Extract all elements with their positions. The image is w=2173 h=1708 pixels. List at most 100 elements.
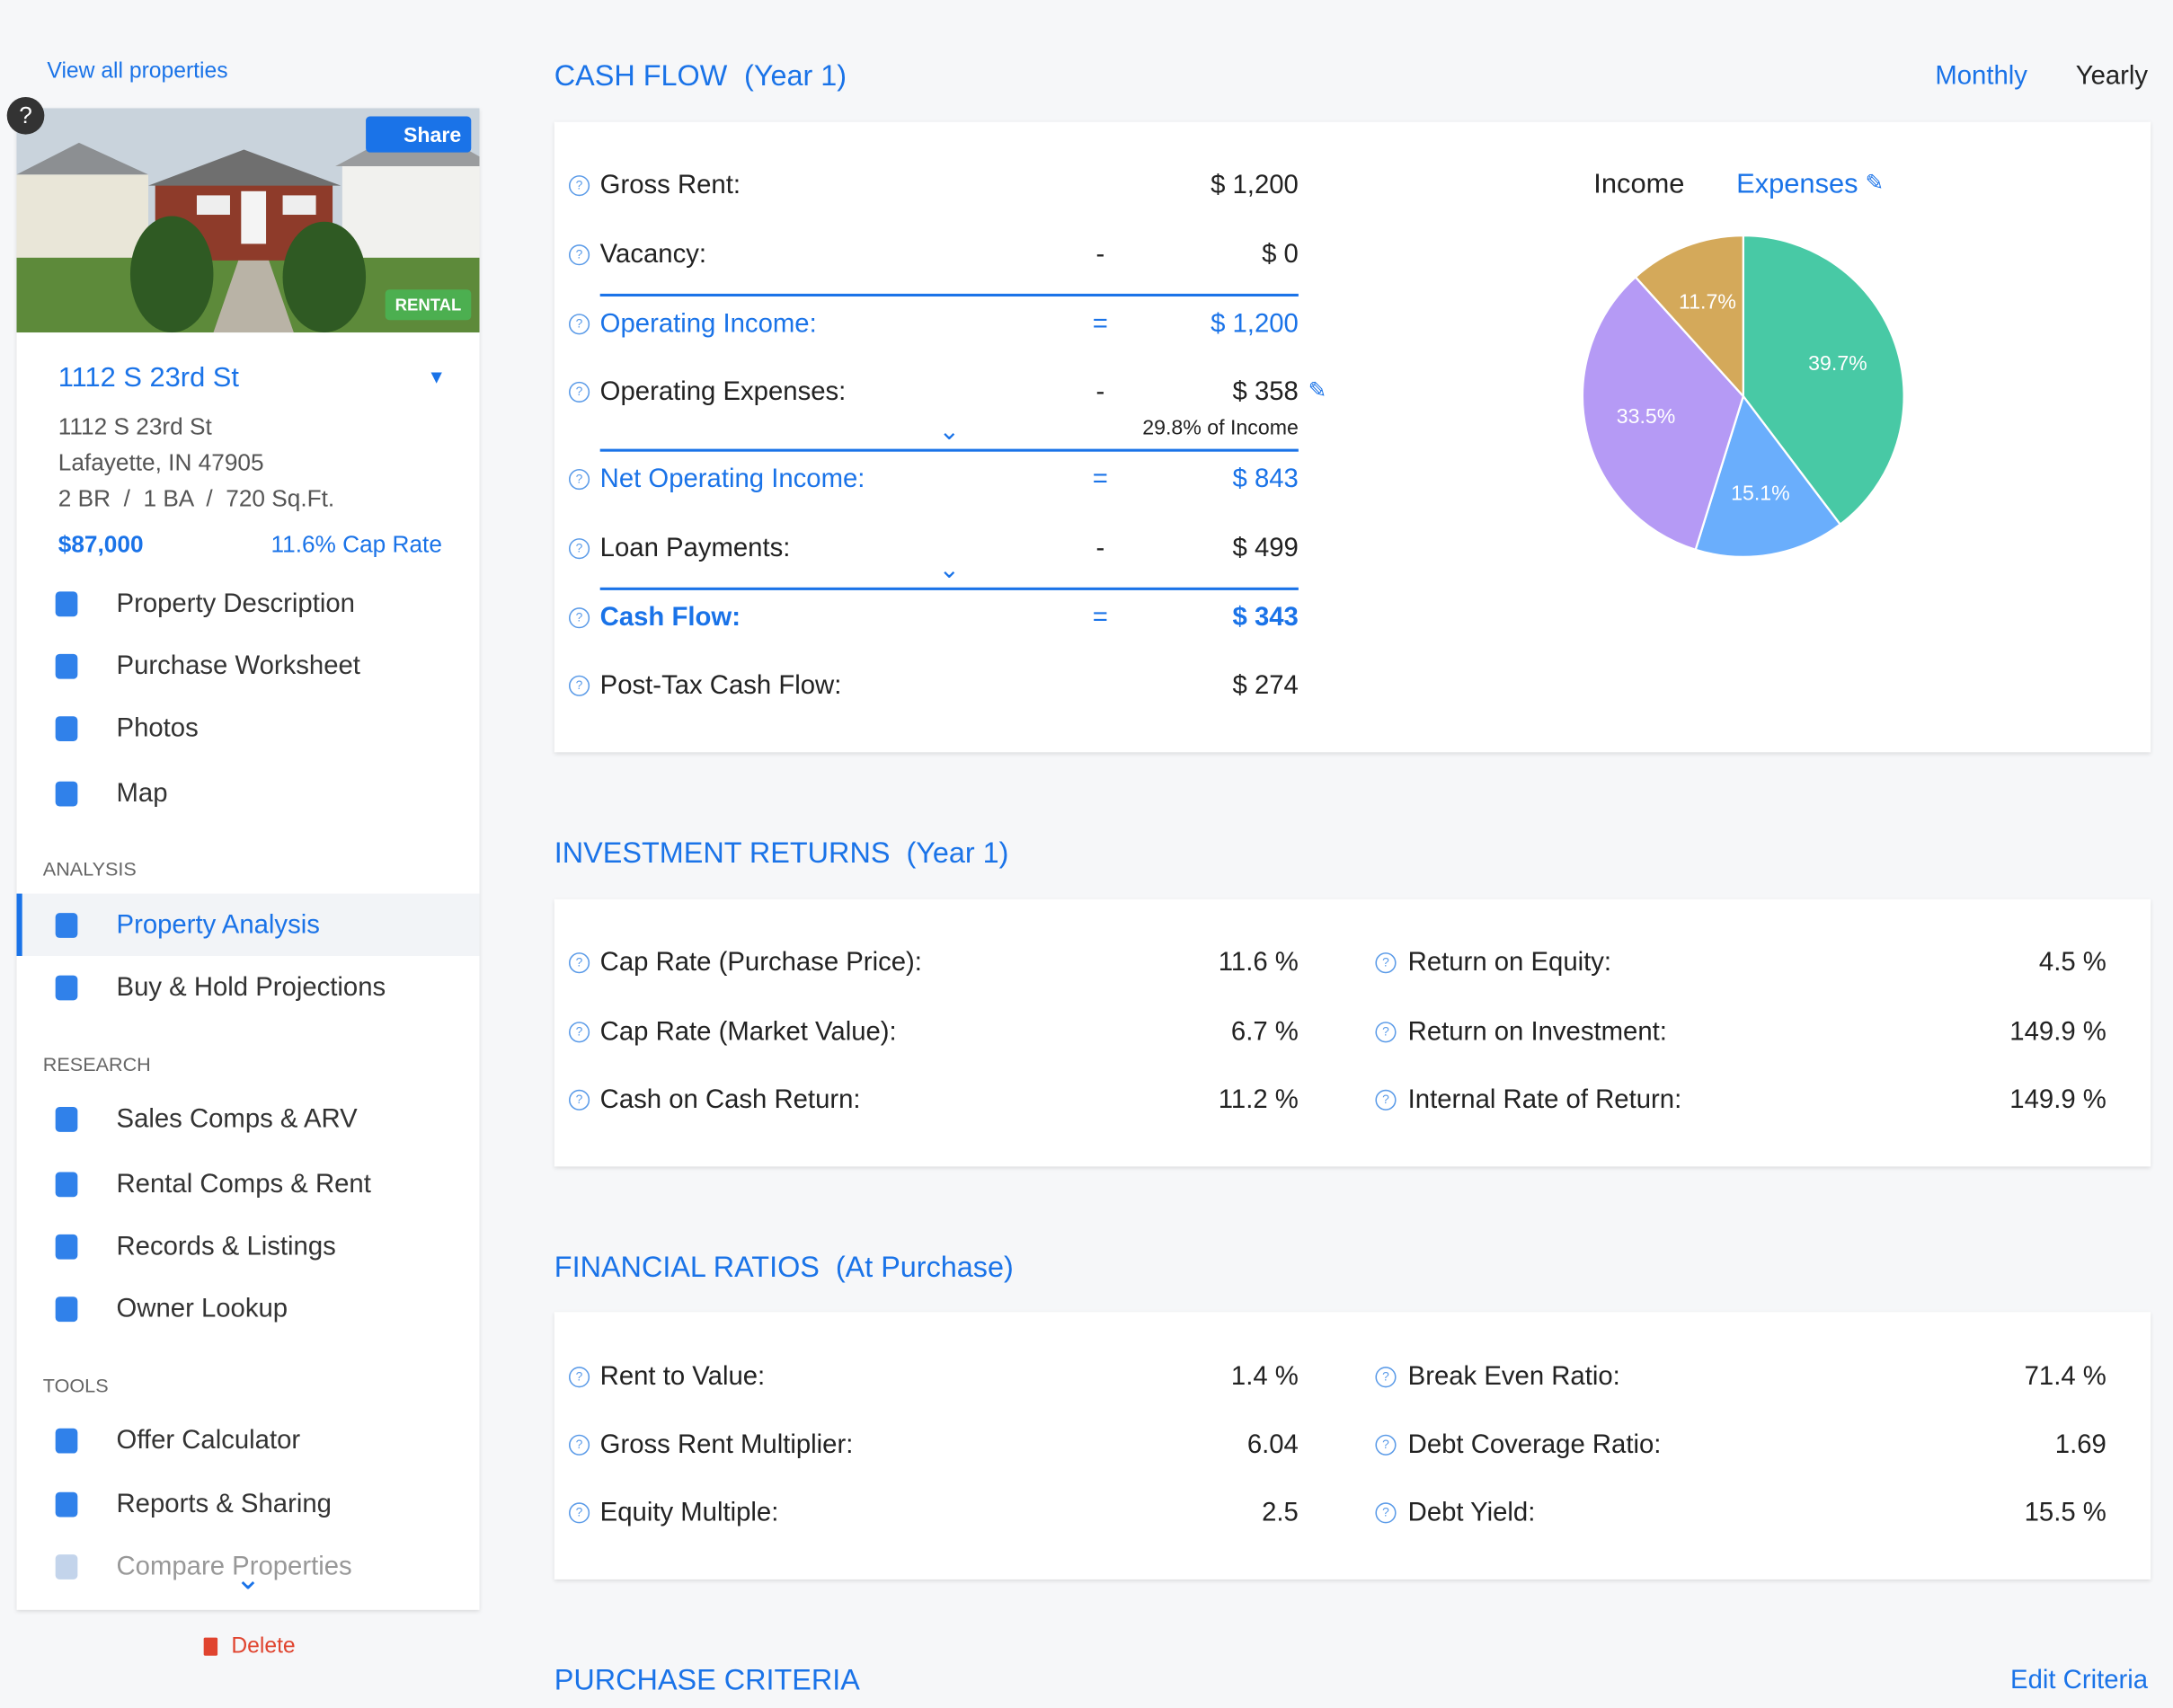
edit-icon: ✎ (1308, 379, 1327, 403)
pie-tab[interactable]: Income (1593, 169, 1685, 200)
row-operator: - (1095, 377, 1105, 407)
back-link[interactable]: View all properties (47, 59, 228, 84)
section-heading: RESEARCH (42, 1052, 151, 1075)
help-icon: ? (568, 1089, 590, 1111)
slice-label: 11.7% (1679, 290, 1736, 314)
price: $87,000 (58, 531, 144, 558)
section-title: INVESTMENT RETURNS (554, 837, 891, 870)
property-details: 2 BR / 1 BA / 720 Sq.Ft. (58, 485, 335, 512)
section-title: CASH FLOW (554, 60, 728, 93)
row-note: 29.8% of Income (1142, 416, 1299, 440)
metric-value: 149.9 % (2009, 1085, 2106, 1115)
section-heading: ANALYSIS (42, 857, 137, 881)
help-icon: ? (568, 1434, 590, 1456)
metric-value: 6.7 % (1230, 1017, 1299, 1047)
help-icon: ? (568, 314, 590, 335)
help-icon: ? (568, 175, 590, 197)
row-operator: = (1092, 603, 1108, 633)
metric-label: Internal Rate of Return: (1407, 1085, 1682, 1115)
divider (599, 293, 1299, 296)
help-icon: ? (568, 1022, 590, 1043)
section-title: PURCHASE CRITERIA (554, 1664, 860, 1697)
row-value: $ 499 (1232, 534, 1299, 563)
pie-chart: 39.7% 15.1% 33.5% 11.7% (1581, 234, 1905, 559)
metric-label: Gross Rent Multiplier: (599, 1430, 854, 1460)
divider (599, 448, 1299, 451)
help-icon: ? (568, 1367, 590, 1388)
pie-slice[interactable] (1634, 234, 1744, 400)
expand-chevron: ⌄ (938, 555, 960, 584)
row-value: $ 274 (1232, 671, 1299, 701)
help-icon: ? (568, 1502, 590, 1524)
nav-icon (55, 591, 78, 617)
nav-icon (55, 1234, 78, 1260)
row-label: Cash Flow: (599, 603, 741, 633)
delete-button[interactable]: Delete (231, 1634, 296, 1659)
row-label: Loan Payments: (599, 534, 791, 563)
section-heading: TOOLS (42, 1374, 109, 1397)
nav-item[interactable]: Photos (116, 713, 199, 744)
help-icon: ? (1375, 1502, 1397, 1524)
share-label[interactable]: Share (403, 124, 462, 148)
nav-item[interactable]: Owner Lookup (116, 1294, 288, 1324)
section-title: FINANCIAL RATIOS (554, 1252, 820, 1284)
pie-tab[interactable]: Expenses (1736, 169, 1858, 200)
slice-label: 39.7% (1808, 351, 1867, 375)
row-label: Operating Income: (599, 309, 817, 340)
nav-item[interactable]: Property Analysis (116, 910, 320, 941)
metric-label: Break Even Ratio: (1407, 1362, 1620, 1392)
help-icon: ? (568, 381, 590, 403)
help-icon: ? (1375, 1022, 1397, 1043)
active-nav-bar (16, 893, 22, 956)
help-icon: ? (568, 538, 590, 560)
help-icon: ? (568, 244, 590, 266)
nav-item[interactable]: Records & Listings (116, 1232, 336, 1261)
metric-value: 149.9 % (2009, 1017, 2106, 1047)
nav-item[interactable]: Purchase Worksheet (116, 651, 360, 681)
nav-item[interactable]: Offer Calculator (116, 1426, 301, 1456)
slice-label: 33.5% (1617, 404, 1676, 428)
metric-value: 71.4 % (2024, 1362, 2106, 1392)
trash-icon (203, 1637, 218, 1656)
help-button[interactable]: ? (6, 96, 45, 135)
nav-icon (55, 913, 78, 938)
metric-label: Return on Investment: (1407, 1017, 1667, 1047)
row-operator: - (1095, 534, 1105, 563)
section-period: (Year 1) (906, 837, 1009, 870)
badge-label: RENTAL (395, 295, 462, 315)
metric-value: 11.2 % (1218, 1085, 1299, 1115)
pie-slice[interactable] (1581, 275, 1745, 552)
address: Lafayette, IN 47905 (58, 449, 264, 476)
period-toggle[interactable]: Yearly (2075, 61, 2149, 92)
metric-label: Debt Coverage Ratio: (1407, 1430, 1662, 1460)
nav-item[interactable]: Rental Comps & Rent (116, 1170, 371, 1199)
pie-slice[interactable] (1742, 234, 1905, 527)
nav-item[interactable]: Buy & Hold Projections (116, 973, 386, 1003)
help-icon: ? (1375, 1434, 1397, 1456)
property-name[interactable]: 1112 S 23rd St (58, 363, 239, 394)
share-button[interactable] (366, 116, 472, 153)
nav-icon (55, 1428, 78, 1454)
metric-label: Cap Rate (Market Value): (599, 1017, 897, 1047)
period-toggle[interactable]: Monthly (1935, 61, 2027, 92)
sidebar-card (16, 108, 480, 1610)
row-value: $ 343 (1232, 603, 1299, 633)
metric-label: Rent to Value: (599, 1362, 766, 1392)
nav-item[interactable]: Property Description (116, 589, 355, 619)
edit-criteria[interactable]: Edit Criteria (2010, 1666, 2149, 1695)
nav-item[interactable]: Compare Properties (116, 1552, 352, 1582)
metric-value: 1.4 % (1230, 1362, 1299, 1392)
expand-chevron: ⌄ (938, 417, 960, 445)
section-period: (Year 1) (744, 60, 847, 93)
metric-label: Equity Multiple: (599, 1498, 779, 1528)
nav-item[interactable]: Map (116, 779, 168, 809)
metric-value: 1.69 (2054, 1430, 2106, 1460)
nav-icon (55, 653, 78, 679)
row-value: $ 358 (1232, 377, 1299, 407)
metric-value: 11.6 % (1218, 948, 1299, 978)
nav-item[interactable]: Sales Comps & ARV (116, 1104, 358, 1135)
nav-icon (55, 1296, 78, 1323)
nav-icon (55, 781, 78, 807)
nav-item[interactable]: Reports & Sharing (116, 1490, 332, 1519)
